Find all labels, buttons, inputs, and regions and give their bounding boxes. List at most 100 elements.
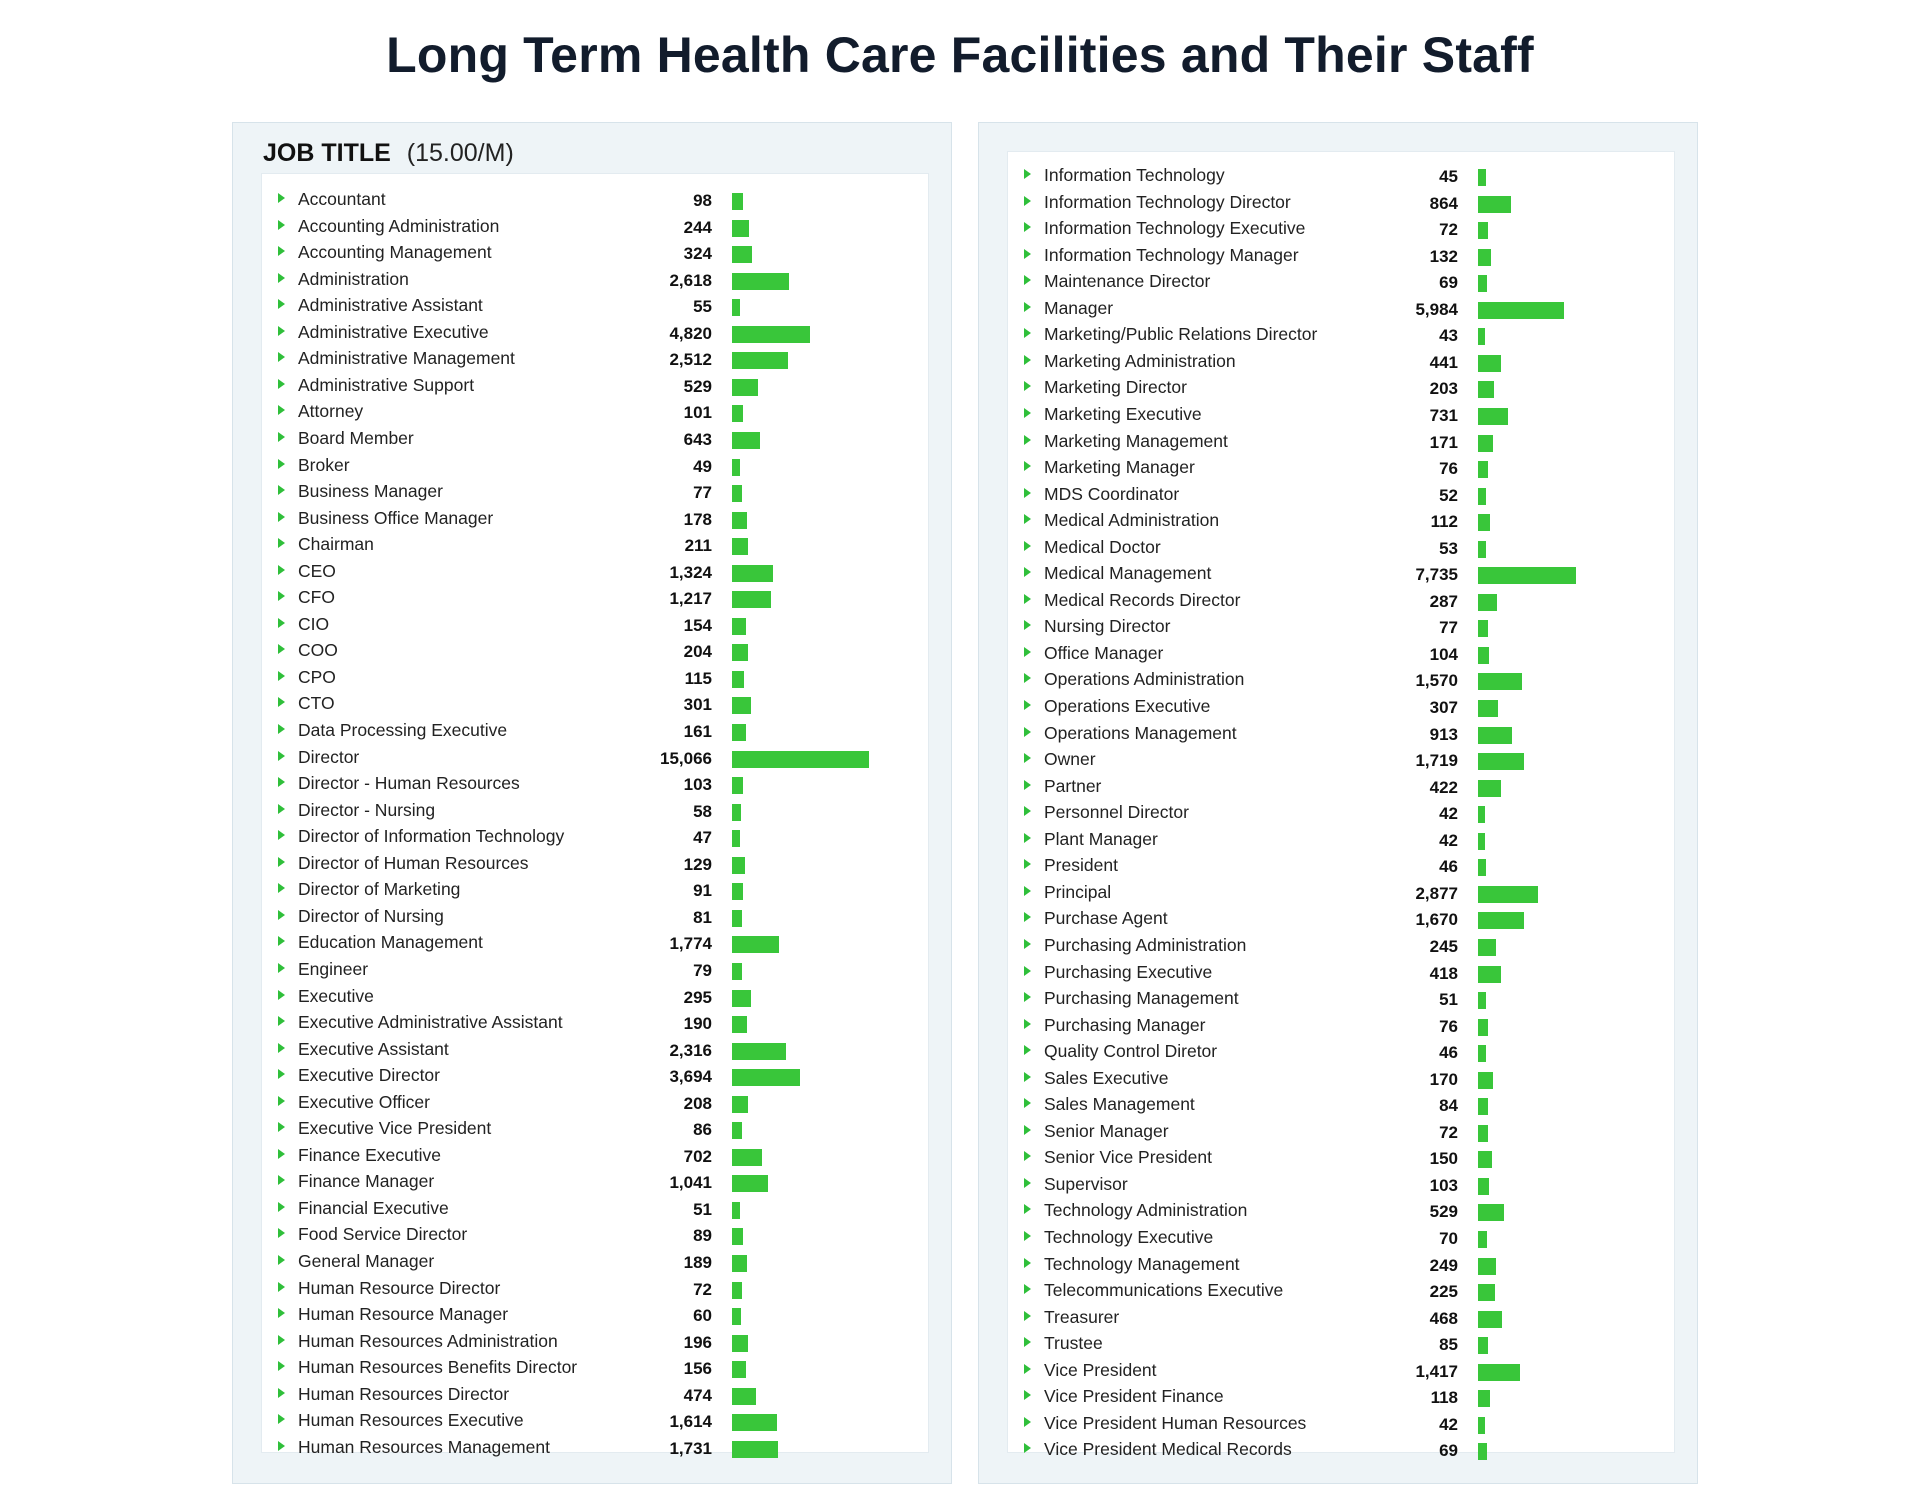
- bar-row[interactable]: CIO 154: [262, 611, 930, 637]
- bar-row[interactable]: MDS Coordinator 52: [1008, 481, 1676, 507]
- bar-row[interactable]: Quality Control Diretor 46: [1008, 1038, 1676, 1064]
- bar-row[interactable]: Executive Assistant 2,316: [262, 1036, 930, 1062]
- bar-row[interactable]: Human Resources Benefits Director 156: [262, 1354, 930, 1380]
- bar-row[interactable]: Nursing Director 77: [1008, 613, 1676, 639]
- bar-row[interactable]: Purchase Agent 1,670: [1008, 905, 1676, 931]
- bar-row[interactable]: Telecommunications Executive 225: [1008, 1277, 1676, 1303]
- bar-row[interactable]: Chairman 211: [262, 531, 930, 557]
- bar-row[interactable]: Senior Manager 72: [1008, 1118, 1676, 1144]
- bar-row[interactable]: Information Technology Director 864: [1008, 189, 1676, 215]
- bar-row[interactable]: Director of Nursing 81: [262, 903, 930, 929]
- bar-row[interactable]: Administrative Executive 4,820: [262, 319, 930, 345]
- bar-row[interactable]: Director - Nursing 58: [262, 797, 930, 823]
- bar-row[interactable]: Director of Marketing 91: [262, 876, 930, 902]
- bar-row[interactable]: Supervisor 103: [1008, 1171, 1676, 1197]
- bar: [1478, 1045, 1486, 1063]
- bar-row[interactable]: Medical Doctor 53: [1008, 534, 1676, 560]
- bar-row[interactable]: Marketing Management 171: [1008, 428, 1676, 454]
- bar-row[interactable]: Technology Administration 529: [1008, 1197, 1676, 1223]
- bar-row[interactable]: Operations Management 913: [1008, 720, 1676, 746]
- bar-row[interactable]: CEO 1,324: [262, 558, 930, 584]
- bar-row[interactable]: Administrative Management 2,512: [262, 345, 930, 371]
- bar: [1478, 1177, 1490, 1195]
- bar-row[interactable]: Maintenance Director 69: [1008, 268, 1676, 294]
- bar-row[interactable]: Sales Executive 170: [1008, 1065, 1676, 1091]
- bar-row[interactable]: Marketing Administration 441: [1008, 348, 1676, 374]
- bar-row[interactable]: Marketing Executive 731: [1008, 401, 1676, 427]
- bar-row[interactable]: Broker 49: [262, 452, 930, 478]
- bar-row[interactable]: Finance Executive 702: [262, 1142, 930, 1168]
- bar-row[interactable]: Accountant 98: [262, 186, 930, 212]
- bar-row[interactable]: Executive Vice President 86: [262, 1115, 930, 1141]
- bar-row[interactable]: Purchasing Administration 245: [1008, 932, 1676, 958]
- bar-row[interactable]: CTO 301: [262, 690, 930, 716]
- bar-row[interactable]: Director - Human Resources 103: [262, 770, 930, 796]
- bar-row[interactable]: Trustee 85: [1008, 1330, 1676, 1356]
- bar-row[interactable]: Attorney 101: [262, 398, 930, 424]
- bar-row[interactable]: Operations Executive 307: [1008, 693, 1676, 719]
- bar-row[interactable]: Partner 422: [1008, 773, 1676, 799]
- bar-row[interactable]: Accounting Administration 244: [262, 213, 930, 239]
- bar-row[interactable]: Director of Human Resources 129: [262, 850, 930, 876]
- bar-row[interactable]: CFO 1,217: [262, 584, 930, 610]
- bar-row[interactable]: Vice President Medical Records 69: [1008, 1436, 1676, 1462]
- bar-row[interactable]: Business Office Manager 178: [262, 505, 930, 531]
- bar-row[interactable]: Sales Management 84: [1008, 1091, 1676, 1117]
- bar-row[interactable]: General Manager 189: [262, 1248, 930, 1274]
- bar-row[interactable]: Executive Administrative Assistant 190: [262, 1009, 930, 1035]
- bar-row[interactable]: Director 15,066: [262, 744, 930, 770]
- bar-row[interactable]: Information Technology Manager 132: [1008, 242, 1676, 268]
- bar-row[interactable]: Data Processing Executive 161: [262, 717, 930, 743]
- bar-row[interactable]: Human Resources Management 1,731: [262, 1434, 930, 1460]
- bar-row[interactable]: Food Service Director 89: [262, 1221, 930, 1247]
- bar-row[interactable]: Financial Executive 51: [262, 1195, 930, 1221]
- bar-row[interactable]: Treasurer 468: [1008, 1304, 1676, 1330]
- bar-row[interactable]: CPO 115: [262, 664, 930, 690]
- bar-row[interactable]: Human Resources Executive 1,614: [262, 1407, 930, 1433]
- bar-row[interactable]: Marketing Director 203: [1008, 374, 1676, 400]
- bar-row[interactable]: Administration 2,618: [262, 266, 930, 292]
- bar-row[interactable]: Executive Director 3,694: [262, 1062, 930, 1088]
- bar-row[interactable]: Business Manager 77: [262, 478, 930, 504]
- bar-row[interactable]: Human Resources Administration 196: [262, 1328, 930, 1354]
- bar-row[interactable]: Vice President Finance 118: [1008, 1383, 1676, 1409]
- bar-row[interactable]: Operations Administration 1,570: [1008, 666, 1676, 692]
- bar-row[interactable]: Finance Manager 1,041: [262, 1168, 930, 1194]
- bar-row[interactable]: Manager 5,984: [1008, 295, 1676, 321]
- bar-row[interactable]: Executive 295: [262, 983, 930, 1009]
- bar-row[interactable]: Marketing/Public Relations Director 43: [1008, 321, 1676, 347]
- bar-row[interactable]: Office Manager 104: [1008, 640, 1676, 666]
- bar-row[interactable]: Education Management 1,774: [262, 929, 930, 955]
- bar-row[interactable]: Principal 2,877: [1008, 879, 1676, 905]
- bar-row[interactable]: Personnel Director 42: [1008, 799, 1676, 825]
- bar-row[interactable]: Medical Administration 112: [1008, 507, 1676, 533]
- bar-row[interactable]: Human Resource Manager 60: [262, 1301, 930, 1327]
- bar-row[interactable]: Information Technology 45: [1008, 162, 1676, 188]
- bar-row[interactable]: Senior Vice President 150: [1008, 1144, 1676, 1170]
- bar-row[interactable]: Plant Manager 42: [1008, 826, 1676, 852]
- bar-row[interactable]: Information Technology Executive 72: [1008, 215, 1676, 241]
- bar-row[interactable]: Vice President Human Resources 42: [1008, 1410, 1676, 1436]
- bar-row[interactable]: Board Member 643: [262, 425, 930, 451]
- bar-row[interactable]: Accounting Management 324: [262, 239, 930, 265]
- bar-row[interactable]: President 46: [1008, 852, 1676, 878]
- bar-row[interactable]: Medical Records Director 287: [1008, 587, 1676, 613]
- bar-row[interactable]: Administrative Support 529: [262, 372, 930, 398]
- bar-row[interactable]: Technology Executive 70: [1008, 1224, 1676, 1250]
- bar-row[interactable]: Director of Information Technology 47: [262, 823, 930, 849]
- bar-row[interactable]: Engineer 79: [262, 956, 930, 982]
- bar-row[interactable]: Owner 1,719: [1008, 746, 1676, 772]
- bar-row[interactable]: Human Resources Director 474: [262, 1381, 930, 1407]
- bar-row[interactable]: Vice President 1,417: [1008, 1357, 1676, 1383]
- triangle-right-icon: [1024, 912, 1031, 923]
- bar-row[interactable]: Human Resource Director 72: [262, 1275, 930, 1301]
- bar-row[interactable]: Executive Officer 208: [262, 1089, 930, 1115]
- bar-row[interactable]: Purchasing Executive 418: [1008, 959, 1676, 985]
- bar-row[interactable]: Administrative Assistant 55: [262, 292, 930, 318]
- bar-row[interactable]: Technology Management 249: [1008, 1251, 1676, 1277]
- bar-row[interactable]: Purchasing Manager 76: [1008, 1012, 1676, 1038]
- bar-row[interactable]: COO 204: [262, 637, 930, 663]
- bar-row[interactable]: Marketing Manager 76: [1008, 454, 1676, 480]
- bar-row[interactable]: Purchasing Management 51: [1008, 985, 1676, 1011]
- bar-row[interactable]: Medical Management 7,735: [1008, 560, 1676, 586]
